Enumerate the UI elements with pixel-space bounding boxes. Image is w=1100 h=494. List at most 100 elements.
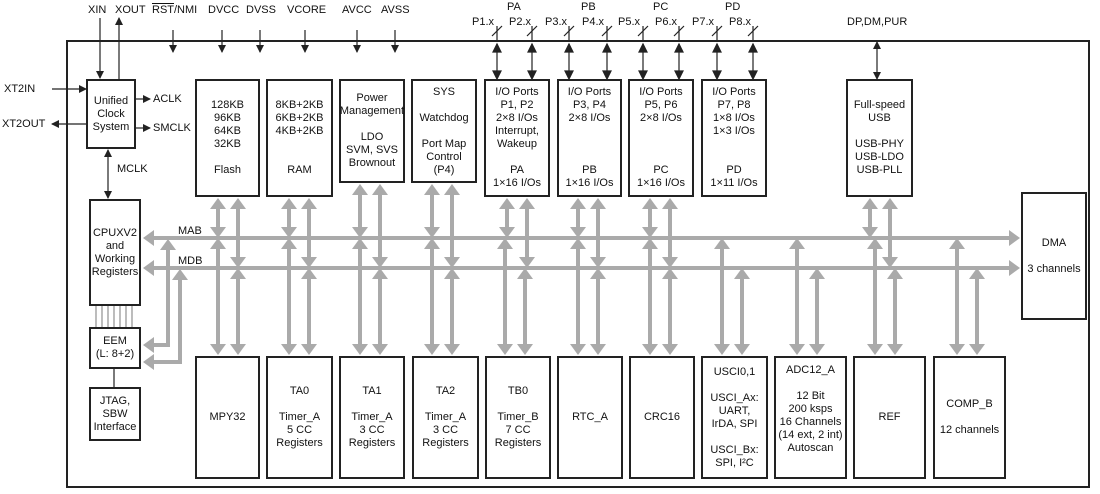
port-p1-arrowhead — [492, 70, 502, 81]
port-p4-arrowhead — [602, 70, 612, 81]
pb-arrowhead — [570, 198, 586, 209]
pin-avcc: AVCC — [342, 4, 372, 16]
ta0-arrowhead — [281, 238, 297, 249]
pin-p3: P3.x — [545, 16, 568, 28]
eem-mdb-arrowhead — [172, 269, 188, 280]
rtc-arrowhead — [570, 344, 586, 355]
port-p2-arrowhead — [527, 42, 537, 53]
pin-p6: P6.x — [655, 16, 678, 28]
usb-arrowhead — [882, 198, 898, 209]
rtc-arrowhead — [590, 344, 606, 355]
pin-xt2in: XT2IN — [4, 83, 36, 95]
mpy-arrowhead — [230, 268, 246, 279]
mpy-arrowhead — [230, 344, 246, 355]
crc16-block: CRC16 — [629, 356, 695, 479]
port-p7-arrowhead — [712, 42, 722, 53]
jtag-block: JTAG, SBW Interface — [89, 387, 141, 441]
pb-arrowhead — [570, 227, 586, 238]
pin-vcore: VCORE — [287, 4, 327, 16]
io-ports-pb-block: I/O Ports P3, P4 2×8 I/Os PB 1×16 I/Os — [557, 79, 622, 197]
pin-dvcc: DVCC — [208, 4, 240, 16]
smclk-label: SMCLK — [153, 122, 191, 134]
usci-arrowhead — [714, 344, 730, 355]
ref-arrowhead — [887, 344, 903, 355]
flash-block: 128KB 96KB 64KB 32KB Flash — [195, 79, 260, 197]
pin-p1: P1.x — [472, 16, 495, 28]
ta1-arrowhead — [372, 344, 388, 355]
ref-arrowhead — [887, 268, 903, 279]
pin-xin: XIN — [88, 4, 107, 16]
pa-arrowhead — [499, 198, 515, 209]
usb-arrowhead — [882, 257, 898, 268]
ta1-arrowhead — [352, 238, 368, 249]
port-p7-arrowhead — [712, 70, 722, 81]
pin-avss: AVSS — [381, 4, 410, 16]
sys-arrowhead — [424, 227, 440, 238]
ta2-block: TA2 Timer_A 3 CC Registers — [412, 356, 479, 479]
pin-p2: P2.x — [509, 16, 532, 28]
pin-usb: DP,DM,PUR — [847, 16, 908, 28]
crc-arrowhead — [662, 344, 678, 355]
crc-arrowhead — [662, 268, 678, 279]
ta0-arrowhead — [301, 268, 317, 279]
cpu-eem-link — [95, 306, 133, 327]
port-p5-arrowhead — [638, 70, 648, 81]
pin-p5: P5.x — [618, 16, 641, 28]
ref-arrowhead — [867, 344, 883, 355]
usci-arrowhead — [714, 238, 730, 249]
ta2-arrowhead — [424, 344, 440, 355]
usci-block: USCI0,1 USCI_Ax: UART, IrDA, SPI USCI_Bx… — [701, 356, 768, 479]
crc-arrowhead — [642, 344, 658, 355]
eem-arrowhead-a — [143, 337, 154, 353]
crc-arrowhead — [642, 238, 658, 249]
adc-arrowhead — [809, 268, 825, 279]
mdb-dma-arrowhead — [1009, 260, 1020, 276]
ta2-arrowhead — [424, 238, 440, 249]
rtc-arrowhead — [590, 268, 606, 279]
mpy32-block: MPY32 — [195, 356, 260, 479]
eem-mab-tap — [152, 242, 170, 347]
adc-arrowhead — [789, 238, 805, 249]
device-boundary — [66, 40, 1090, 488]
pa-arrowhead — [519, 198, 535, 209]
port-p3-arrowhead — [564, 70, 574, 81]
eem-mab-arrowhead — [160, 239, 176, 250]
comp-arrowhead — [949, 344, 965, 355]
pa-arrowhead — [519, 257, 535, 268]
adc-arrowhead — [789, 344, 805, 355]
mab-label: MAB — [178, 225, 202, 237]
tb0-arrowhead — [517, 344, 533, 355]
ram-arrowhead — [281, 198, 297, 209]
pin-xt2out: XT2OUT — [2, 118, 46, 130]
pin-p4: P4.x — [582, 16, 605, 28]
unified-clock-system-block: Unified Clock System — [86, 79, 136, 149]
tb0-arrowhead — [497, 238, 513, 249]
eem-block: EEM (L: 8+2) — [89, 327, 141, 369]
flash-arrowhead — [210, 227, 226, 238]
port-p3-arrowhead — [564, 42, 574, 53]
ta1-block: TA1 Timer_A 3 CC Registers — [339, 356, 405, 479]
pb-arrowhead — [590, 198, 606, 209]
pc-arrowhead — [642, 198, 658, 209]
pin-rst-nmi: RST/NMI — [152, 4, 197, 16]
ram-block: 8KB+2KB 6KB+2KB 4KB+2KB RAM — [266, 79, 333, 197]
ref-arrowhead — [867, 238, 883, 249]
port-group-pb: PB — [581, 1, 596, 13]
ram-arrowhead — [281, 227, 297, 238]
eem-arrowhead-b — [143, 354, 154, 370]
rst-label: RST — [152, 4, 174, 16]
ta1-arrowhead — [372, 268, 388, 279]
pa-arrowhead — [499, 227, 515, 238]
tb0-block: TB0 Timer_B 7 CC Registers — [485, 356, 551, 479]
mpy-arrowhead — [210, 344, 226, 355]
usb-arrowhead — [862, 227, 878, 238]
mdb-arrowhead — [143, 260, 154, 276]
pb-arrowhead — [590, 257, 606, 268]
mpy-arrowhead — [210, 238, 226, 249]
nmi-label: /NMI — [174, 4, 198, 16]
port-p1-arrowhead — [492, 42, 502, 53]
sys-arrowhead — [424, 184, 440, 195]
sys-arrowhead — [444, 257, 460, 268]
port-group-pd: PD — [725, 1, 741, 13]
